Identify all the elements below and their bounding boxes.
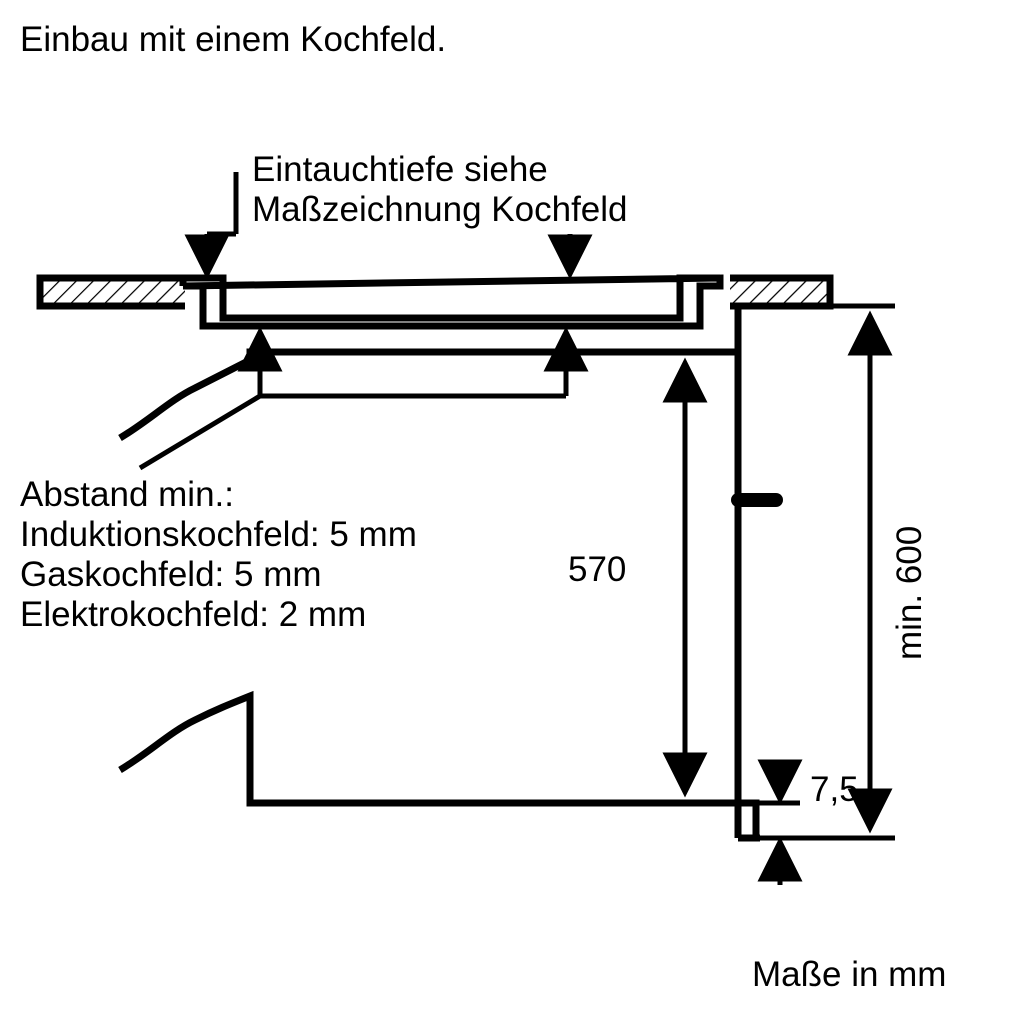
diagram-stage: Einbau mit einem Kochfeld. Eintauchtiefe… xyxy=(0,0,1024,1024)
technical-drawing xyxy=(0,0,1024,1024)
